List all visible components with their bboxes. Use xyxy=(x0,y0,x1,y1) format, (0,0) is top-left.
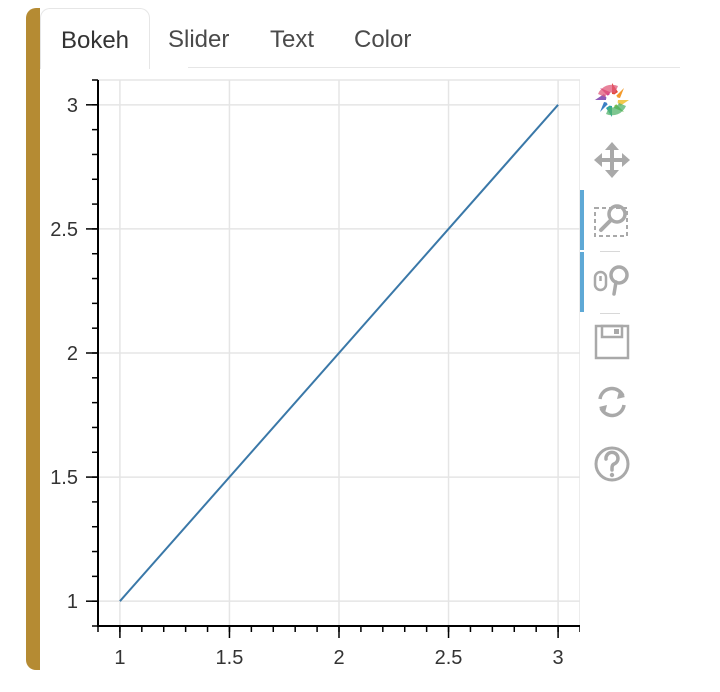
y-tick-label: 1.5 xyxy=(50,467,78,489)
line-chart[interactable]: 1 1.5 2 2.5 3 1 1.5 2 2.5 3 xyxy=(40,68,580,688)
tab-slider[interactable]: Slider xyxy=(168,26,230,53)
series-line xyxy=(119,104,559,602)
x-tick-label: 2.5 xyxy=(435,647,463,669)
accent-bar xyxy=(26,8,40,670)
y-tick-label: 3 xyxy=(67,95,78,117)
reset-icon[interactable] xyxy=(590,380,634,424)
active-tool-indicator xyxy=(580,190,584,250)
toolbar-divider xyxy=(600,313,620,314)
help-icon[interactable] xyxy=(590,442,634,486)
x-tick-label: 3 xyxy=(553,647,564,669)
save-icon[interactable] xyxy=(590,320,634,364)
tab-bokeh[interactable]: Bokeh xyxy=(40,8,150,69)
wheel-zoom-icon[interactable] xyxy=(590,258,634,302)
y-tick-label: 2 xyxy=(67,343,78,365)
tab-bar: Bokeh Slider Text Color xyxy=(40,8,680,69)
x-tick-label: 2 xyxy=(333,647,344,669)
pan-icon[interactable] xyxy=(590,138,634,182)
toolbar-divider xyxy=(600,251,620,252)
active-tool-indicator xyxy=(580,252,584,312)
x-tick-label: 1.5 xyxy=(216,647,244,669)
y-tick-label: 2.5 xyxy=(50,219,78,241)
bokeh-logo-icon[interactable] xyxy=(590,78,634,122)
y-tick-label: 1 xyxy=(67,591,78,613)
plot-toolbar xyxy=(580,68,642,488)
tab-bar-divider xyxy=(188,67,680,68)
x-tick-label: 1 xyxy=(114,647,125,669)
tab-text[interactable]: Text xyxy=(270,26,315,53)
box-zoom-icon[interactable] xyxy=(590,198,634,242)
tab-color[interactable]: Color xyxy=(354,26,412,53)
